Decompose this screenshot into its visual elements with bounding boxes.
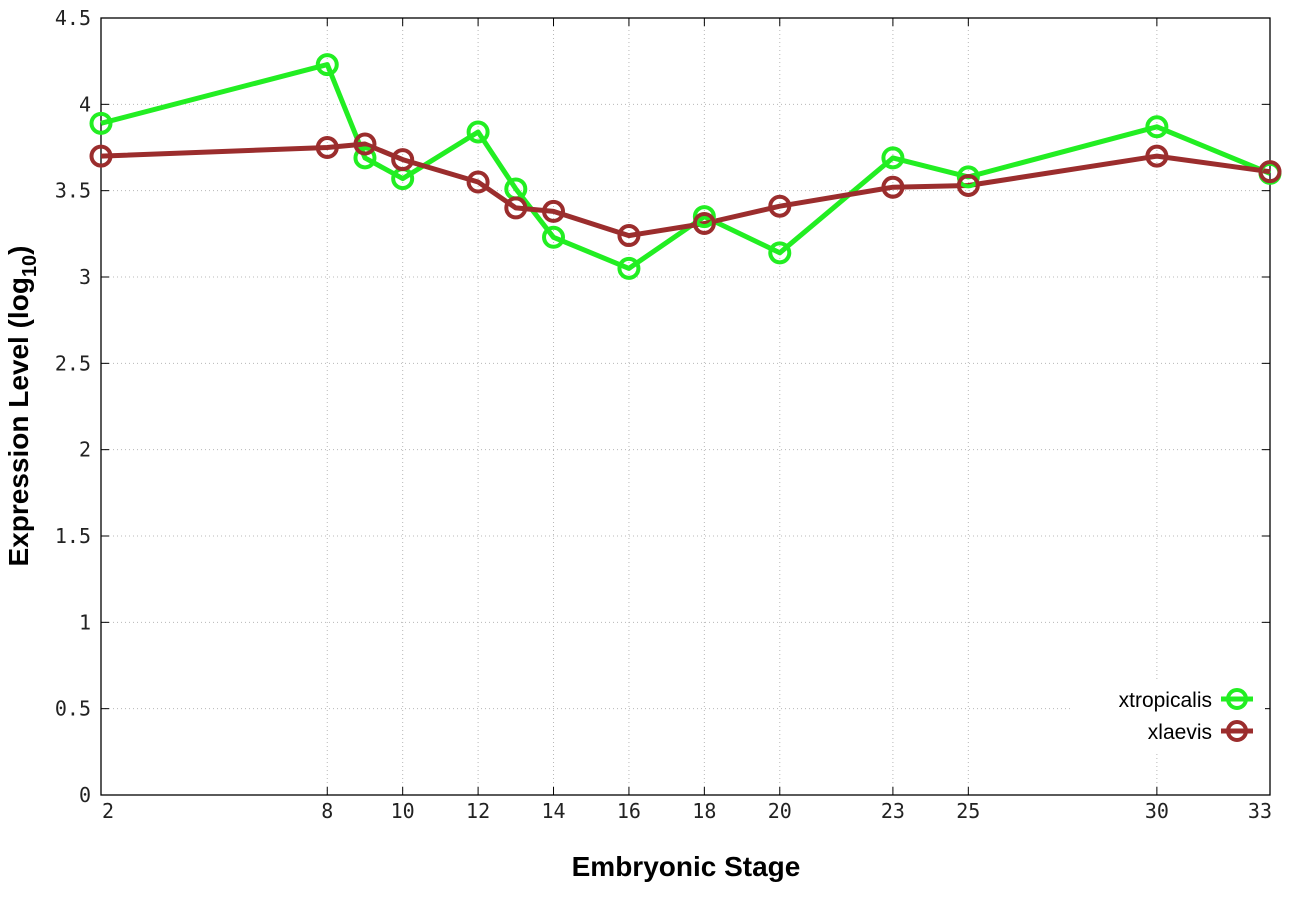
data-point-xlaevis — [315, 136, 339, 159]
data-point-xtropicalis — [956, 165, 980, 189]
data-point-xlaevis — [692, 211, 716, 235]
x-tick-label: 33 — [1248, 799, 1272, 823]
y-axis-title-close: ) — [3, 246, 34, 255]
x-tick-label: 10 — [391, 799, 415, 823]
data-point-xlaevis — [768, 194, 792, 218]
data-point-xlaevis — [542, 199, 566, 223]
y-tick-label: 3.5 — [55, 179, 91, 203]
x-axis-title: Embryonic Stage — [572, 851, 801, 882]
y-tick-label: 4 — [79, 92, 91, 116]
data-point-xlaevis — [466, 170, 490, 194]
data-point-xtropicalis — [315, 53, 339, 77]
x-tick-label: 8 — [321, 799, 333, 823]
data-point-xtropicalis — [1145, 115, 1169, 139]
x-tick-label: 14 — [541, 799, 565, 823]
y-tick-label: 2 — [79, 438, 91, 462]
data-point-xlaevis — [504, 196, 528, 220]
y-tick-label: 0.5 — [55, 697, 91, 721]
y-tick-label: 2.5 — [55, 351, 91, 375]
y-axis-title: Expression Level (log10) — [3, 246, 41, 567]
legend-label-xlaevis: xlaevis — [1148, 721, 1212, 744]
data-point-xlaevis — [881, 175, 905, 199]
y-tick-label: 1.5 — [55, 524, 91, 548]
plot-frame — [100, 17, 1271, 796]
data-point-xlaevis — [1258, 160, 1282, 184]
legend-label-xtropicalis: xtropicalis — [1119, 689, 1212, 712]
x-tick-label: 2 — [102, 799, 114, 823]
y-tick-label: 4.5 — [55, 6, 91, 30]
data-point-xtropicalis — [353, 146, 377, 170]
grid — [101, 18, 1270, 795]
data-point-xlaevis — [353, 132, 377, 156]
data-point-xtropicalis — [881, 146, 905, 170]
legend-marker-xtropicalis — [1226, 688, 1248, 710]
y-tick-label: 3 — [79, 265, 91, 289]
y-tick-label: 1 — [79, 610, 91, 634]
x-tick-label: 16 — [617, 799, 641, 823]
data-point-xlaevis — [391, 148, 415, 172]
data-point-xtropicalis — [542, 225, 566, 249]
data-point-xtropicalis — [692, 205, 716, 229]
x-tick-label: 18 — [692, 799, 716, 823]
data-point-xtropicalis — [466, 120, 490, 144]
y-axis-title-subscript: 10 — [19, 255, 41, 277]
legend-marker-xlaevis — [1226, 720, 1248, 742]
data-point-xlaevis — [89, 144, 113, 168]
legend: xtropicalis xlaevis — [1070, 680, 1265, 752]
series-line-xlaevis — [100, 141, 1271, 239]
data-point-xtropicalis — [617, 256, 641, 280]
x-tick-label: 12 — [466, 799, 490, 823]
x-tick-label: 23 — [881, 799, 905, 823]
y-tick-label: 0 — [79, 783, 91, 807]
series-lines — [89, 53, 1282, 280]
x-tick-label: 30 — [1145, 799, 1169, 823]
data-point-xlaevis — [956, 173, 980, 197]
data-point-xlaevis — [617, 224, 641, 248]
series-line-xtropicalis — [100, 62, 1271, 271]
data-point-xlaevis — [1145, 144, 1169, 168]
y-axis-title-main: Expression Level (log — [3, 277, 34, 566]
x-tick-label: 25 — [956, 799, 980, 823]
data-point-xtropicalis — [89, 111, 113, 135]
data-point-xtropicalis — [768, 241, 792, 265]
axis-ticks: 0 0.5 1 1.5 2 2.5 3 3.5 4 4.5 2 8 10 12 14 16 18 20 23 25 30… — [55, 6, 1272, 823]
x-tick-label: 20 — [768, 799, 792, 823]
